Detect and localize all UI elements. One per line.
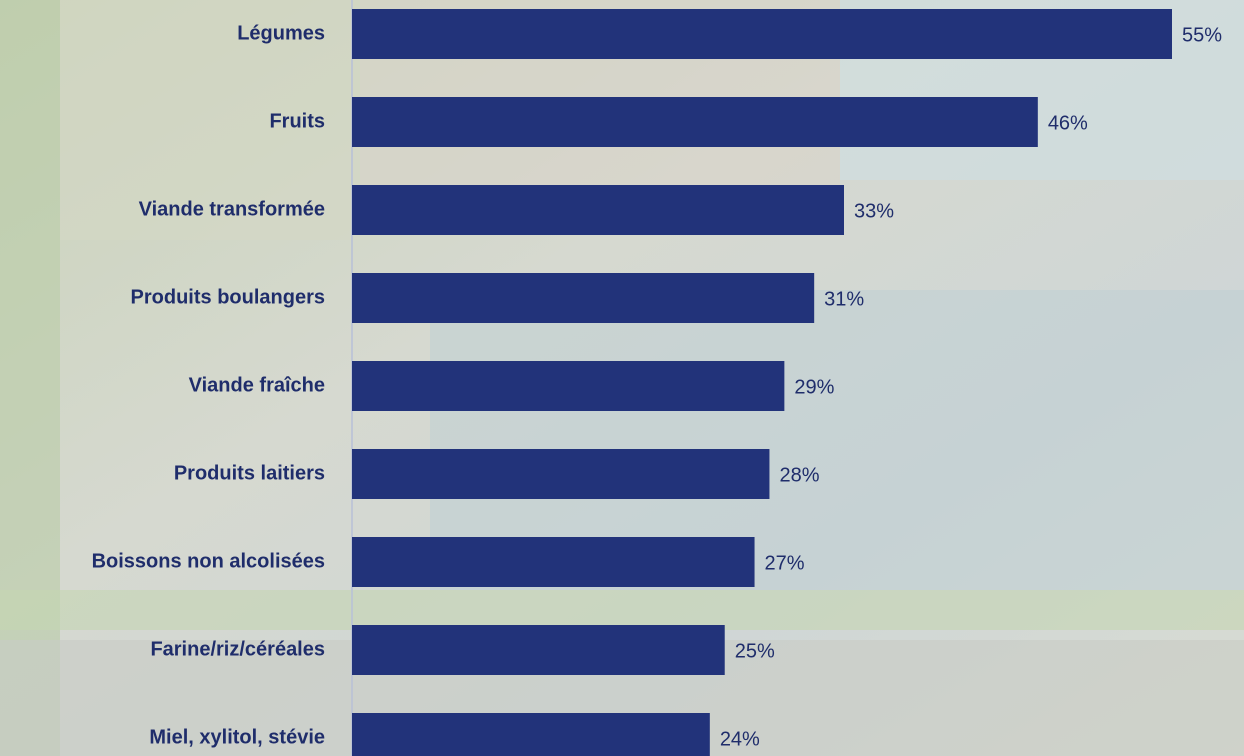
value-label: 29%	[794, 376, 834, 398]
value-label: 24%	[720, 728, 760, 750]
category-label: Miel, xylitol, stévie	[149, 726, 325, 748]
category-label: Viande transformée	[139, 198, 325, 220]
value-label: 46%	[1048, 112, 1088, 134]
value-label: 25%	[735, 640, 775, 662]
category-label: Fruits	[269, 110, 325, 132]
bar	[352, 537, 755, 587]
value-label: 31%	[824, 288, 864, 310]
bar	[352, 185, 844, 235]
value-label: 55%	[1182, 24, 1222, 46]
bar	[352, 9, 1172, 59]
category-label: Légumes	[237, 22, 325, 44]
category-label: Viande fraîche	[189, 374, 325, 396]
bar	[352, 273, 814, 323]
bar	[352, 713, 710, 756]
category-label: Farine/riz/céréales	[150, 638, 325, 660]
bar	[352, 97, 1038, 147]
category-label: Produits laitiers	[174, 462, 325, 484]
bar	[352, 449, 769, 499]
chart: Légumes 55% Fruits 46% Viande transformée 33%…	[0, 0, 1244, 756]
value-label: 33%	[854, 200, 894, 222]
category-label: Produits boulangers	[131, 286, 325, 308]
page: Légumes 55% Fruits 46% Viande transformée 33%…	[0, 0, 1244, 756]
value-label: 28%	[779, 464, 819, 486]
value-label: 27%	[765, 552, 805, 574]
bar	[352, 625, 725, 675]
category-label: Boissons non alcolisées	[92, 550, 325, 572]
bar	[352, 361, 784, 411]
